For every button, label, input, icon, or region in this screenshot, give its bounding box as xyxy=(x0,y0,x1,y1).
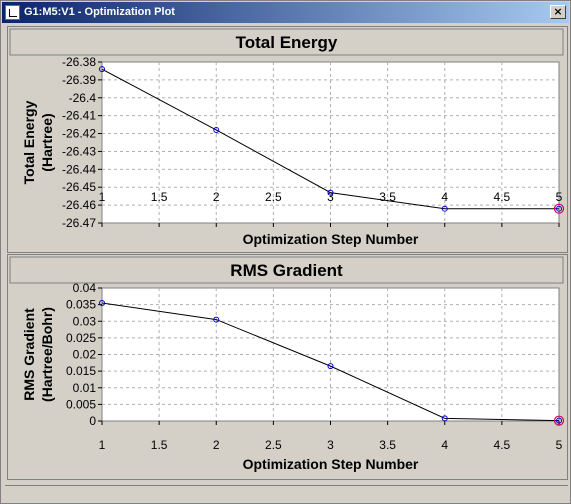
energy-xtick-label: 1.5 xyxy=(151,190,168,204)
energy-xtick-label: 1 xyxy=(99,190,106,204)
gradient-data-point xyxy=(327,363,334,370)
plot-window-icon[interactable] xyxy=(5,5,20,20)
energy-ytick-label: -26.46 xyxy=(62,198,96,212)
gradient-data-point xyxy=(556,417,562,424)
energy-xtick-label: 5 xyxy=(556,190,563,204)
energy-xtick-label: 3 xyxy=(327,190,334,204)
energy-chart-title: Total Energy xyxy=(236,33,338,52)
gradient-ytick-label: 0.02 xyxy=(73,348,97,362)
energy-ytick-label: -26.47 xyxy=(62,216,96,230)
energy-data-point xyxy=(213,126,220,133)
gradient-y-axis-label: RMS Gradient xyxy=(21,308,37,401)
energy-series-line xyxy=(101,68,559,210)
gradient-xtick-label: 1 xyxy=(99,438,106,452)
gradient-data-point xyxy=(213,316,220,323)
status-bar xyxy=(5,485,568,501)
energy-x-axis-label: Optimization Step Number xyxy=(243,231,419,247)
gradient-data-point xyxy=(441,415,448,422)
energy-xtick-label: 4 xyxy=(441,190,448,204)
energy-ytick-label: -26.44 xyxy=(62,162,96,176)
window-title: G1:M5:V1 - Optimization Plot xyxy=(24,6,175,18)
energy-y-axis-label: Total Energy xyxy=(21,100,37,184)
rms-gradient-panel: RMS Gradient 1 1.5 2 2.5 3 3.5 4 4.5 5 0.04 0.035 0.… xyxy=(7,254,568,480)
total-energy-panel: Total Energy 1 1.5 2 2.5 3 3.5 4 4.5 5 -26.38 -26.3… xyxy=(7,26,568,253)
close-button[interactable]: × xyxy=(550,5,566,19)
energy-xtick-label: 4.5 xyxy=(494,190,511,204)
energy-ytick-label: -26.39 xyxy=(62,73,96,87)
rms-gradient-chart[interactable]: RMS Gradient 1 1.5 2 2.5 3 3.5 4 4.5 5 0.04 0.035 0.… xyxy=(8,255,567,479)
energy-ytick-label: -26.38 xyxy=(62,55,96,69)
gradient-xtick-label: 3.5 xyxy=(379,438,396,452)
energy-ytick-label: -26.43 xyxy=(62,144,96,158)
energy-data-point xyxy=(441,205,448,212)
gradient-title-band xyxy=(9,256,564,284)
gradient-current-point-highlight xyxy=(553,415,565,426)
gradient-xtick-label: 4 xyxy=(441,438,448,452)
gradient-xtick-label: 2.5 xyxy=(265,438,282,452)
energy-data-point xyxy=(99,66,105,73)
gradient-xtick-label: 4.5 xyxy=(494,438,511,452)
gradient-xtick-label: 1.5 xyxy=(151,438,168,452)
gradient-xtick-label: 2 xyxy=(213,438,220,452)
energy-ytick-label: -26.41 xyxy=(62,109,96,123)
energy-xtick-label: 2.5 xyxy=(265,190,282,204)
energy-data-point xyxy=(556,205,562,212)
gradient-ytick-label: 0.025 xyxy=(66,331,96,345)
gradient-ytick-label: 0.04 xyxy=(73,281,97,295)
gradient-series-line xyxy=(101,302,560,422)
gradient-chart-title: RMS Gradient xyxy=(230,261,343,280)
gradient-ytick-label: 0 xyxy=(89,414,96,428)
energy-ytick-label: -26.42 xyxy=(62,127,96,141)
gradient-ytick-label: 0.015 xyxy=(66,364,96,378)
gradient-y-axis-unit: (Hartree/Bohr) xyxy=(39,307,55,402)
energy-current-point-highlight xyxy=(553,203,565,214)
gradient-ytick-label: 0.005 xyxy=(66,397,96,411)
gradient-ytick-label: 0.035 xyxy=(66,298,96,312)
gradient-xtick-label: 3 xyxy=(327,438,334,452)
energy-xtick-label: 2 xyxy=(213,190,220,204)
title-bar[interactable]: G1:M5:V1 - Optimization Plot × xyxy=(2,2,569,23)
gradient-xtick-label: 5 xyxy=(556,438,563,452)
energy-y-axis-unit: (Hartree) xyxy=(39,113,55,171)
gradient-x-axis-label: Optimization Step Number xyxy=(243,456,419,472)
gradient-ytick-label: 0.01 xyxy=(73,381,97,395)
energy-title-band xyxy=(9,28,564,56)
energy-ytick-label: -26.45 xyxy=(62,180,96,194)
gradient-ytick-label: 0.03 xyxy=(73,314,97,328)
energy-data-point xyxy=(327,189,334,196)
gradient-data-point xyxy=(99,299,105,306)
energy-ytick-label: -26.4 xyxy=(69,91,97,105)
